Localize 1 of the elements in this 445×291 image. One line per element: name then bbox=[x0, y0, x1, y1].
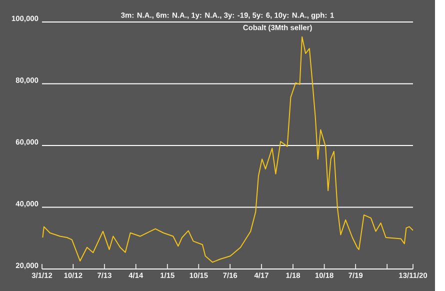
line-series bbox=[42, 36, 414, 263]
